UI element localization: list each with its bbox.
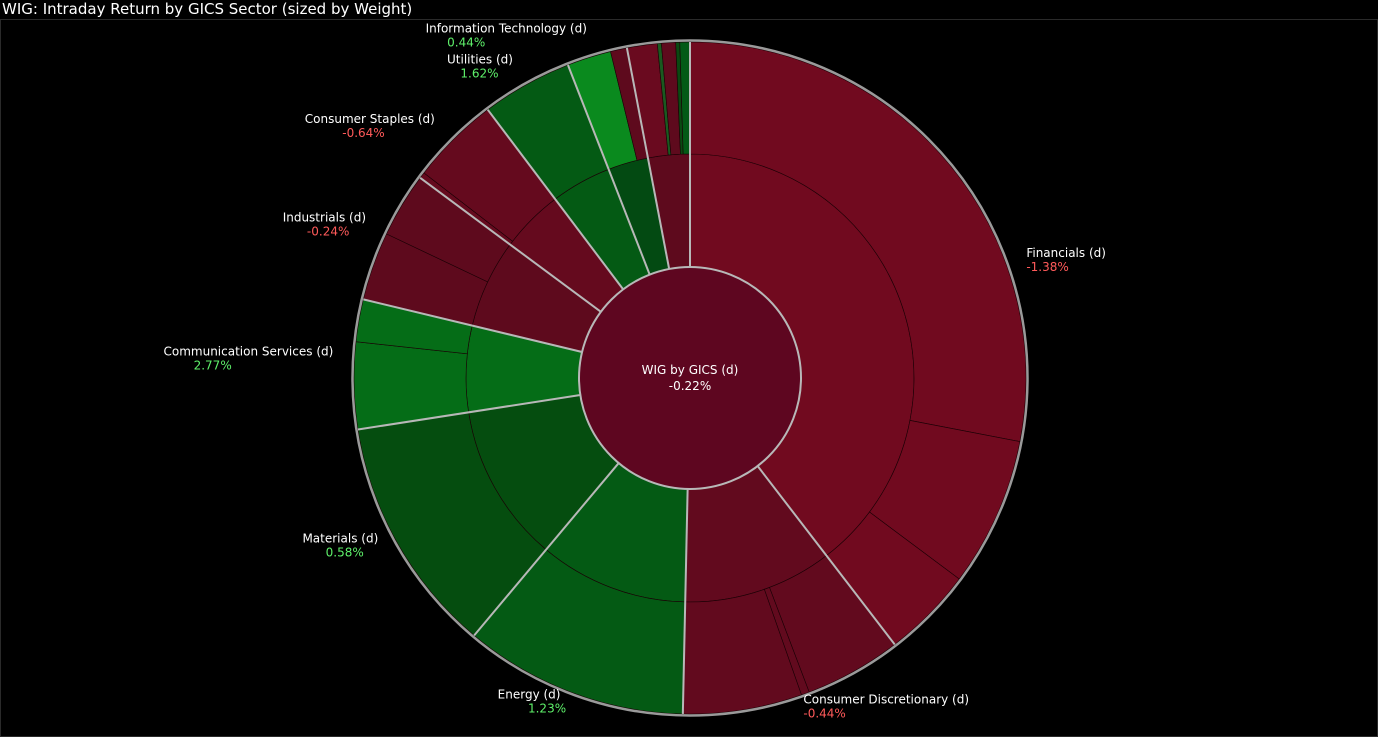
sector-divider-4	[473, 462, 620, 637]
sector-divider-10	[625, 47, 671, 270]
sector-divider-5	[357, 394, 581, 431]
value-financials: -1.38%	[1026, 260, 1068, 274]
value-materials: 0.58%	[326, 545, 364, 559]
label-information-technology: Information Technology (d)	[426, 22, 587, 36]
sector-divider-2	[756, 465, 896, 646]
center-value: -0.22%	[669, 379, 711, 393]
label-financials: Financials (d)	[1026, 246, 1106, 260]
sector-divider-3	[681, 488, 689, 714]
segments-layer	[351, 39, 1029, 717]
label-communication-services: Communication Services (d)	[164, 345, 334, 359]
chart-title: WIG: Intraday Return by GICS Sector (siz…	[2, 0, 413, 18]
sector-divider-6	[363, 298, 583, 354]
value-communication-services: 2.77%	[194, 359, 232, 373]
label-industrials: Industrials (d)	[283, 210, 366, 224]
constituent-segment-financials-1[interactable]	[689, 41, 1027, 442]
center-disc[interactable]	[578, 266, 802, 490]
value-utilities: 1.62%	[460, 66, 498, 80]
sector-divider-9	[567, 64, 651, 275]
value-consumer-staples: -0.64%	[342, 126, 384, 140]
value-information-technology: 0.44%	[447, 36, 485, 50]
labels-layer: Financials (d)-1.38% Consumer Discretiona…	[164, 22, 1106, 721]
value-consumer-discretionary: -0.44%	[803, 707, 845, 721]
label-materials: Materials (d)	[302, 531, 378, 545]
sector-divider-8	[486, 109, 624, 290]
label-utilities: Utilities (d)	[447, 52, 513, 66]
label-consumer-discretionary: Consumer Discretionary (d)	[803, 693, 969, 707]
title-bar: WIG: Intraday Return by GICS Sector (siz…	[0, 0, 1378, 19]
outer-border-ring	[351, 39, 1029, 717]
label-consumer-staples: Consumer Staples (d)	[305, 112, 435, 126]
sector-divider-7	[419, 176, 602, 313]
value-energy: 1.23%	[528, 702, 566, 716]
center-label: WIG by GICS (d)	[642, 363, 739, 377]
value-industrials: -0.24%	[307, 224, 349, 238]
label-energy: Energy (d)	[498, 688, 561, 702]
